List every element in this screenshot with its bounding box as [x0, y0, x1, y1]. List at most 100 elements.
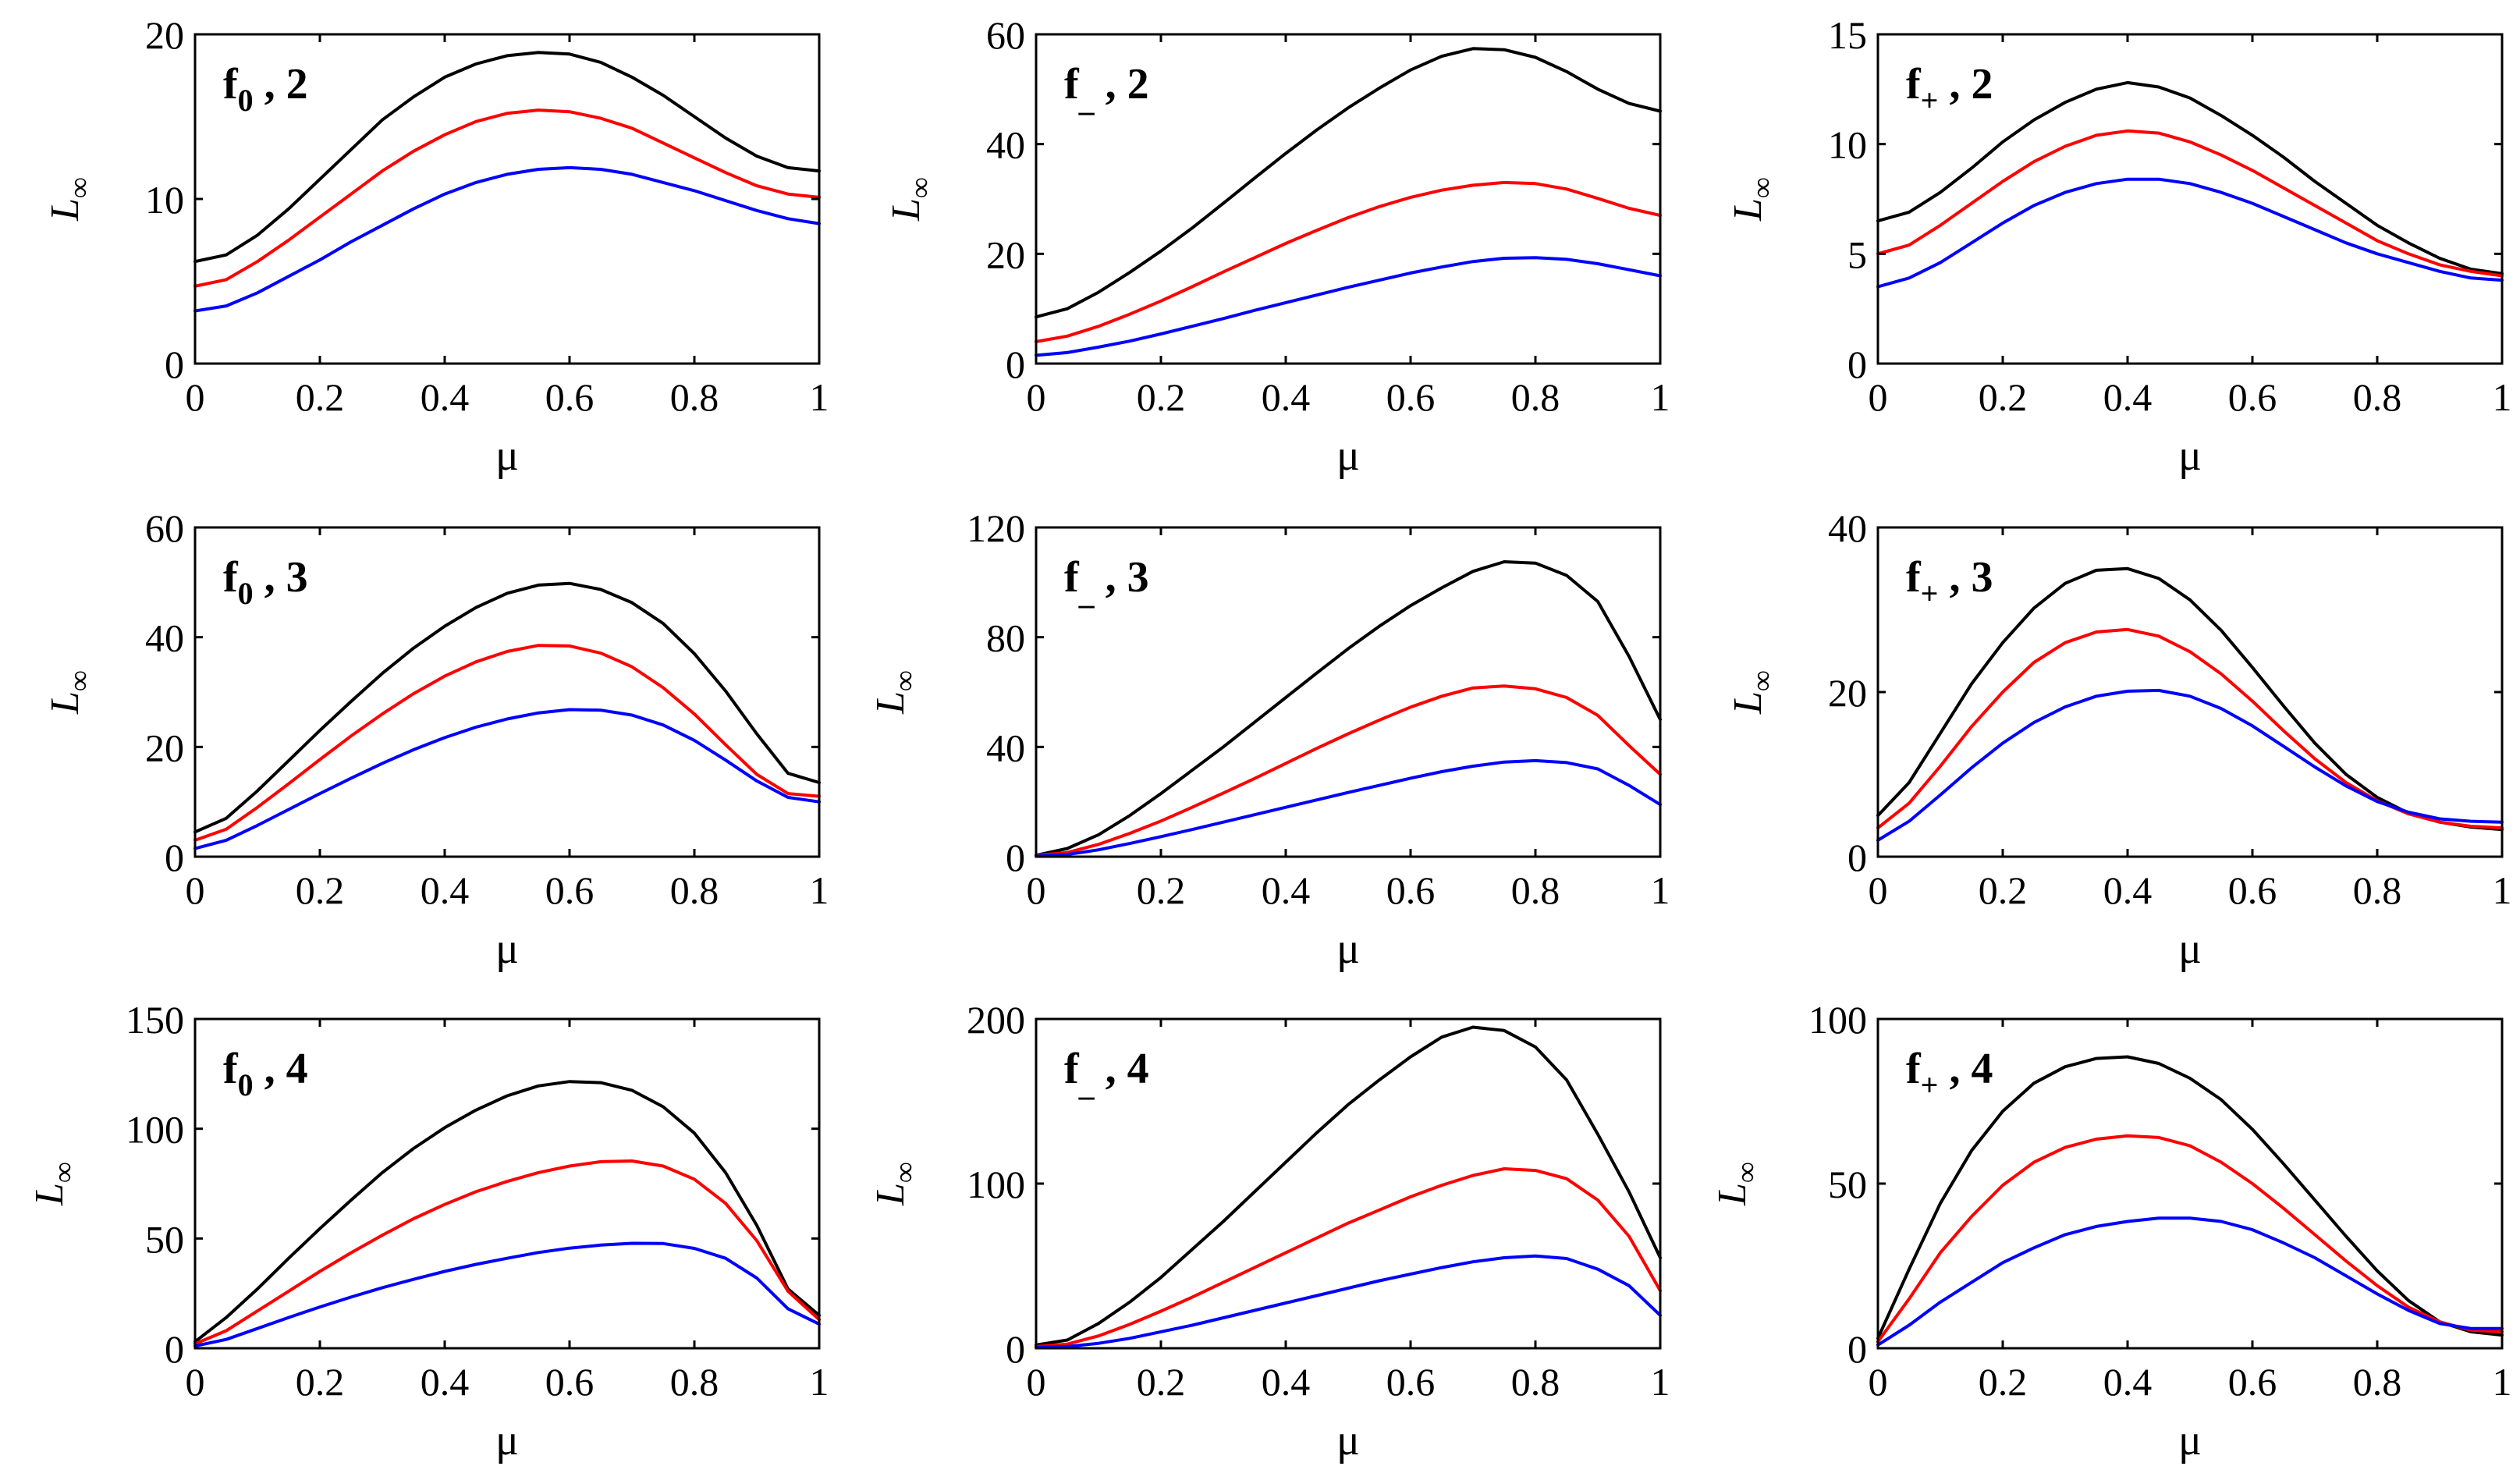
panel-title: f0 , 3 — [223, 553, 308, 611]
y-tick-label: 60 — [145, 506, 184, 550]
x-tick-label: 0 — [1027, 375, 1046, 419]
y-tick-label: 100 — [126, 1108, 184, 1152]
y-tick-label: 0 — [1847, 1327, 1867, 1371]
x-tick-label: 0.8 — [1511, 1360, 1560, 1404]
x-tick-label: 1 — [2493, 868, 2512, 912]
x-tick-label: 0.8 — [670, 868, 719, 912]
y-tick-label: 0 — [1006, 343, 1025, 386]
panel-title: f_ , 3 — [1064, 553, 1149, 611]
x-tick-label: 1 — [2493, 375, 2512, 419]
y-tick-label: 15 — [1828, 13, 1867, 57]
y-tick-label: 80 — [986, 616, 1025, 660]
y-tick-label: 20 — [145, 13, 184, 57]
y-tick-label: 0 — [1006, 1327, 1025, 1371]
x-axis-label: μ — [1336, 1416, 1360, 1464]
x-tick-label: 0 — [1869, 375, 1888, 419]
series-line-red — [1035, 684, 1662, 857]
x-tick-label: 0.6 — [1386, 375, 1436, 419]
x-tick-label: 1 — [1651, 1360, 1670, 1404]
x-tick-label: 0.4 — [421, 868, 470, 912]
y-axis-label: L∞ — [1726, 177, 1779, 222]
x-tick-label: 0.8 — [670, 375, 719, 419]
series-line-blue — [1035, 256, 1662, 357]
y-tick-label: 0 — [165, 343, 184, 386]
y-tick-label: 50 — [1828, 1163, 1867, 1206]
x-axis-label: μ — [2178, 925, 2202, 973]
x-tick-label: 1 — [2493, 1360, 2512, 1404]
y-axis-label: L∞ — [868, 670, 921, 715]
y-tick-label: 20 — [145, 726, 184, 769]
x-tick-label: 0.2 — [1979, 375, 2028, 419]
y-axis-label: L∞ — [27, 1162, 80, 1206]
series-line-blue — [1876, 1216, 2504, 1347]
y-tick-label: 0 — [165, 836, 184, 879]
series-line-red — [1876, 627, 2504, 830]
y-tick-label: 0 — [1847, 343, 1867, 386]
series-line-blue — [1035, 1254, 1662, 1349]
series-line-black — [1876, 566, 2504, 832]
x-tick-label: 0.2 — [1137, 1360, 1186, 1404]
panel-title: f+ , 3 — [1906, 553, 1993, 611]
series-line-black — [193, 51, 821, 264]
x-tick-label: 0 — [186, 375, 205, 419]
series-line-blue — [193, 1241, 821, 1348]
y-axis-label: L∞ — [43, 177, 96, 222]
x-tick-label: 0.8 — [2353, 868, 2402, 912]
x-tick-label: 1 — [1651, 868, 1670, 912]
y-tick-label: 40 — [986, 726, 1025, 769]
x-tick-label: 0.2 — [296, 868, 345, 912]
series-line-blue — [1876, 688, 2504, 842]
x-tick-label: 0.6 — [545, 375, 595, 419]
x-tick-label: 0.4 — [2103, 375, 2153, 419]
y-tick-label: 0 — [1847, 836, 1867, 879]
panel-2: 0 0.2 0.4 0.6 0.8 1 0 20 40 60 μ L∞ f_ , 2 — [884, 13, 1670, 480]
x-tick-label: 0.8 — [2353, 375, 2402, 419]
x-tick-label: 0.6 — [2228, 1360, 2277, 1404]
x-tick-label: 0.6 — [545, 868, 595, 912]
x-tick-label: 0.8 — [670, 1360, 719, 1404]
series-line-black — [1035, 1025, 1662, 1347]
series-line-blue — [193, 165, 821, 313]
series-line-red — [1035, 1167, 1662, 1348]
series-line-black — [1035, 560, 1662, 857]
x-tick-label: 0.8 — [2353, 1360, 2402, 1404]
axes-frame — [1876, 33, 2504, 365]
x-axis-label: μ — [2178, 1416, 2202, 1464]
y-tick-label: 40 — [145, 616, 184, 660]
x-tick-label: 0.2 — [296, 375, 345, 419]
x-tick-label: 0 — [186, 868, 205, 912]
y-axis-label: L∞ — [1710, 1162, 1763, 1206]
x-tick-label: 0 — [186, 1360, 205, 1404]
x-tick-label: 0.2 — [296, 1360, 345, 1404]
y-tick-label: 100 — [967, 1163, 1025, 1206]
series-line-red — [1035, 180, 1662, 343]
panel-title: f_ , 2 — [1064, 60, 1149, 118]
series-line-blue — [193, 708, 821, 850]
x-axis-label: μ — [1336, 431, 1360, 480]
x-tick-label: 0 — [1869, 1360, 1888, 1404]
y-axis-label: L∞ — [868, 1162, 921, 1206]
panel-title: f0 , 2 — [223, 60, 308, 118]
y-tick-label: 40 — [986, 123, 1025, 167]
x-tick-label: 1 — [810, 375, 829, 419]
x-axis-label: μ — [1336, 925, 1360, 973]
x-tick-label: 0.2 — [1979, 868, 2028, 912]
y-tick-label: 40 — [1828, 506, 1867, 550]
x-tick-label: 0.4 — [1262, 375, 1311, 419]
x-tick-label: 1 — [810, 868, 829, 912]
series-line-black — [1035, 47, 1662, 319]
x-tick-label: 0.6 — [2228, 868, 2277, 912]
series-line-black — [193, 581, 821, 834]
series-line-black — [1876, 80, 2504, 275]
panel-title: f+ , 4 — [1906, 1045, 1993, 1102]
panel-title: f0 , 4 — [223, 1045, 308, 1102]
x-tick-label: 0.8 — [1511, 868, 1560, 912]
x-tick-label: 0.6 — [1386, 1360, 1436, 1404]
x-tick-label: 0.4 — [1262, 868, 1311, 912]
y-tick-label: 150 — [126, 998, 184, 1042]
x-tick-label: 0.8 — [1511, 375, 1560, 419]
x-tick-label: 0.2 — [1137, 868, 1186, 912]
